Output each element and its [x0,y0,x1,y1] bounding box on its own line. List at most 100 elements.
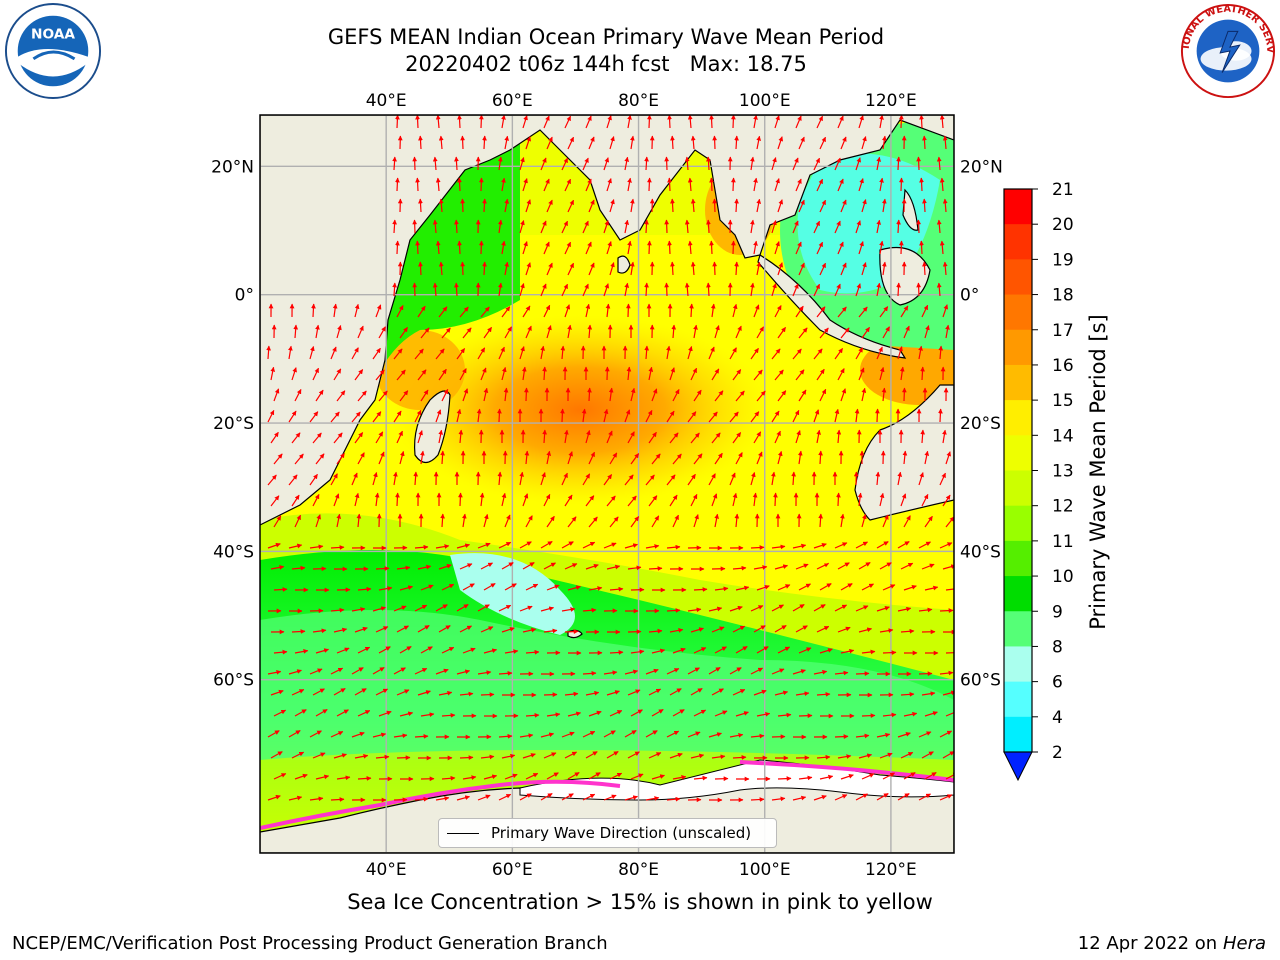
wave-vector [648,628,663,634]
wave-vector [560,408,565,423]
wave-vector [834,670,849,676]
wave-vector [603,542,617,549]
wave-vector [897,346,903,360]
wave-vector [709,115,714,129]
colorbar-segment [1004,540,1032,577]
wave-vector [288,669,302,675]
wave-vector [375,304,382,318]
wave-vector [420,584,434,591]
wave-vector [435,115,441,129]
wave-vector [270,495,280,507]
wave-vector [288,795,303,801]
wave-vector [749,219,755,234]
wave-vector [752,492,758,507]
wave-vector [730,177,736,192]
wave-vector [585,430,591,444]
wave-vector [461,513,467,528]
wave-vector [525,772,539,780]
wave-vector [669,432,679,444]
wave-vector [753,565,768,570]
wave-vector [921,493,929,507]
wave-vector [840,774,854,780]
wave-vector [480,754,495,760]
wave-vector [899,366,905,381]
wave-vector [819,774,834,780]
colorbar-tick-label: 9 [1052,602,1063,622]
wave-vector [291,751,305,759]
wave-vector [837,368,845,381]
wave-vector [312,494,320,507]
wave-vector [672,389,680,402]
wave-vector [750,545,765,550]
wave-vector [478,240,484,255]
wave-vector [795,563,809,570]
wave-vector [693,775,708,781]
wave-vector [438,261,444,276]
wave-vector [582,157,589,171]
wave-vector [819,199,827,213]
wave-vector [309,544,324,550]
wave-vector [795,430,801,444]
legend-label: Primary Wave Direction (unscaled) [491,824,752,842]
map-frame [259,114,955,854]
wave-vector [567,451,573,465]
wave-vector [734,513,740,528]
wave-vector [441,327,451,339]
wave-vector [585,241,592,255]
wave-vector [497,282,503,297]
wave-vector [648,566,663,571]
colorbar-segment [1004,294,1032,331]
colorbar-tick-label: 10 [1052,567,1074,587]
wave-vector [777,712,792,718]
wave-vector [330,797,345,802]
wave-vector [603,283,610,297]
wave-vector [756,135,762,150]
wave-vector [855,157,862,171]
wave-vector [270,689,284,696]
wave-vector [834,283,841,297]
wave-vector [351,472,358,486]
wave-vector [897,793,910,801]
wave-vector [330,545,345,550]
wave-vector [666,544,681,550]
wave-vector [756,584,770,591]
wave-vector [816,241,824,255]
wave-vector [819,327,829,339]
wave-vector [525,199,531,213]
wave-vector [525,515,533,528]
lon-ticks-top: 40°E 60°E 80°E 100°E 120°E [366,91,917,111]
wave-vector [525,583,539,591]
wave-vector [882,584,896,591]
wave-vector [816,691,831,697]
wave-vector [418,198,423,213]
wave-vector [855,793,868,801]
wave-vector [333,432,343,444]
wave-vector [876,156,882,171]
wave-vector [540,157,547,171]
wave-vector [669,752,683,759]
nws-logo: NATIONAL WEATHER SERVICE [1178,2,1275,99]
wave-vector [651,388,658,402]
wave-vector [903,772,916,780]
wave-vector [543,493,551,507]
colorbar-tick-label: 18 [1052,286,1074,306]
wave-vector [540,472,546,486]
wave-vector [459,368,467,381]
wave-vector [273,709,287,717]
lat-tick-label: 20°N [211,157,254,177]
wave-vector [372,732,387,738]
lat-tick-label: 20°S [213,414,254,434]
lat-tick-label: 20°N [960,157,1003,177]
lat-ticks-right: 20°N 0° 20°S 40°S 60°S [960,157,1003,690]
wave-vector [669,688,682,696]
wave-vector [588,136,595,150]
wave-vector [587,387,592,402]
wave-vector [837,241,844,255]
wave-vector [567,585,581,591]
wave-vector [644,345,650,360]
wave-vector [729,411,739,423]
wave-vector [567,262,575,276]
wave-vector [729,605,743,612]
wave-vector [813,157,821,171]
wave-vector [774,241,780,255]
